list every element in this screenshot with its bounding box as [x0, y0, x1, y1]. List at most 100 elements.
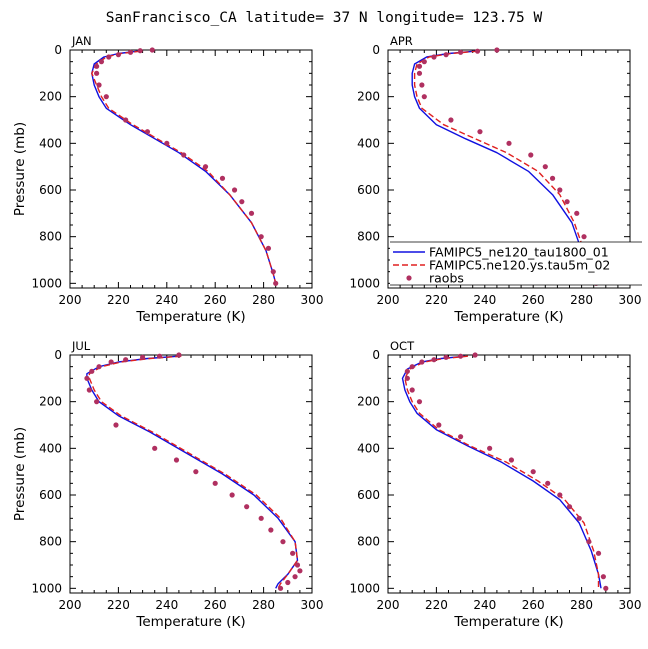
raobs-point: [421, 94, 427, 100]
raobs-point: [258, 234, 264, 240]
raobs-point: [506, 140, 512, 146]
y-tick-label: 0: [54, 348, 62, 362]
y-axis-label: Pressure (mb): [12, 427, 28, 521]
x-axis-label: Temperature (K): [135, 614, 245, 630]
raobs-point: [416, 63, 423, 69]
panels: JAN 200 220 240 260 280 300 0 200 400 600 800 1000 Te…: [12, 34, 641, 630]
raobs-point: [458, 49, 464, 55]
x-tick-label: 200: [59, 598, 82, 612]
raobs-point: [156, 353, 163, 359]
panel-jan: JAN 200 220 240 260 280 300 0 200 400 600 800 1000 Te…: [12, 34, 323, 325]
raobs-point: [94, 63, 100, 69]
raobs-point: [458, 434, 464, 440]
raobs-point: [285, 579, 291, 586]
raobs-point: [494, 47, 500, 53]
panel-label: JAN: [71, 34, 92, 48]
plot-frame: [69, 354, 313, 594]
raobs-point: [164, 140, 170, 146]
x-tick-label: 300: [619, 293, 642, 307]
model-2-line: [413, 50, 595, 284]
raobs-point: [458, 353, 464, 359]
y-tick-label: 1000: [31, 276, 62, 290]
raobs-series: [84, 352, 303, 591]
y-tick-label: 800: [39, 535, 62, 549]
raobs-point: [557, 187, 563, 193]
raobs-point: [98, 59, 105, 65]
y-tick-label: 400: [39, 136, 62, 150]
y-tick-label: 600: [39, 183, 62, 197]
raobs-point: [487, 445, 493, 451]
x-tick-label: 280: [570, 293, 593, 307]
raobs-point: [474, 48, 481, 54]
x-tick-label: 260: [522, 598, 545, 612]
raobs-point: [152, 445, 158, 451]
raobs-point: [229, 492, 235, 498]
raobs-point: [443, 52, 449, 58]
x-tick-label: 260: [204, 293, 227, 307]
raobs-point: [231, 187, 238, 193]
x-tick-label: 200: [377, 293, 400, 307]
x-axis-label: Temperature (K): [135, 309, 245, 325]
raobs-point: [280, 539, 286, 545]
y-tick-label: 200: [39, 90, 62, 104]
raobs-point: [115, 52, 121, 58]
raobs-point: [292, 574, 298, 580]
x-tick-label: 240: [473, 598, 496, 612]
x-tick-label: 220: [425, 598, 448, 612]
x-tick-label: 240: [473, 293, 496, 307]
x-tick-label: 200: [59, 293, 82, 307]
x-tick-label: 220: [107, 598, 130, 612]
raobs-point: [600, 574, 606, 580]
raobs-point: [431, 357, 437, 363]
y-tick-label: 200: [39, 395, 62, 409]
raobs-point: [564, 199, 570, 205]
raobs-point: [290, 550, 296, 556]
raobs-point: [530, 469, 536, 475]
raobs-point: [443, 354, 449, 360]
legend-label: FAMIPC5_ne120_tau1800_01: [429, 245, 609, 260]
raobs-series: [404, 352, 609, 591]
x-tick-label: 280: [252, 293, 275, 307]
x-tick-label: 300: [301, 598, 324, 612]
model-1-line: [86, 355, 299, 589]
raobs-point: [149, 47, 155, 53]
raobs-point: [576, 515, 582, 521]
raobs-point: [448, 117, 454, 123]
x-tick-label: 220: [107, 293, 130, 307]
raobs-series: [416, 47, 599, 286]
x-axis-label: Temperature (K): [453, 309, 563, 325]
raobs-point: [431, 54, 437, 60]
raobs-point: [270, 269, 276, 275]
raobs-point: [409, 387, 415, 393]
model-1-line: [411, 50, 592, 284]
y-tick-label: 0: [372, 43, 380, 57]
raobs-point: [94, 70, 100, 76]
raobs-point: [603, 585, 609, 591]
model-2-line: [404, 355, 600, 589]
raobs-point: [244, 504, 250, 510]
x-axis-label: Temperature (K): [453, 614, 563, 630]
raobs-point: [106, 54, 112, 60]
raobs-point: [273, 280, 279, 286]
y-tick-label: 1000: [349, 581, 380, 595]
raobs-point: [294, 562, 301, 568]
raobs-point: [404, 368, 410, 374]
raobs-point: [574, 210, 580, 216]
legend-symbol-dot: [406, 275, 412, 281]
panel-oct: OCT 200 220 240 260 280 300 0 200 400 600 800 1000 Te…: [349, 339, 641, 630]
y-tick-label: 0: [372, 348, 380, 362]
raobs-point: [277, 585, 284, 591]
x-tick-label: 220: [425, 293, 448, 307]
raobs-point: [595, 550, 602, 556]
y-tick-label: 800: [357, 535, 380, 549]
x-tick-label: 300: [301, 293, 324, 307]
x-tick-label: 280: [570, 598, 593, 612]
y-tick-label: 1000: [349, 276, 380, 290]
panel-apr: APR 200 220 240 260 280 300 0 200 400 600 800 1000 Te…: [349, 34, 641, 325]
raobs-point: [258, 515, 264, 521]
raobs-point: [419, 82, 425, 88]
raobs-point: [557, 492, 563, 498]
raobs-point: [542, 164, 548, 170]
y-tick-label: 200: [357, 395, 380, 409]
panel-label: OCT: [390, 339, 415, 353]
